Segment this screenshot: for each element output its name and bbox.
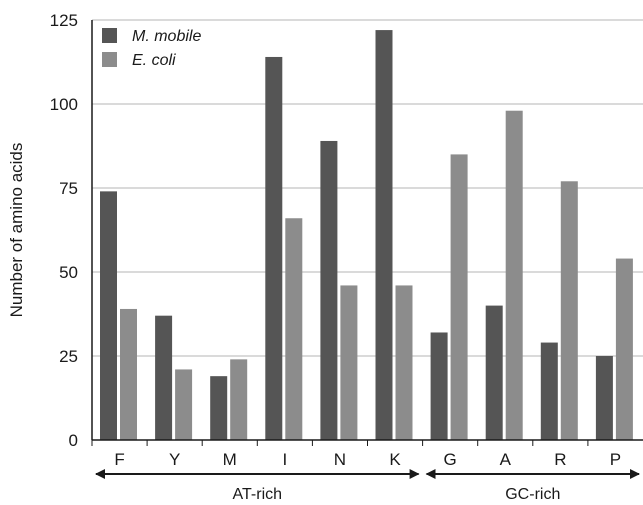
bar-m-mobile-y xyxy=(155,315,173,440)
bar-e-coli-n xyxy=(340,285,358,440)
bar-e-coli-a xyxy=(505,110,523,440)
bar-e-coli-k xyxy=(395,285,413,440)
legend-swatch-m-mobile xyxy=(102,28,117,43)
y-tick-label: 0 xyxy=(69,431,78,450)
bar-m-mobile-m xyxy=(210,376,228,440)
bar-m-mobile-p xyxy=(595,356,613,440)
legend-swatch-e-coli xyxy=(102,52,117,67)
bar-e-coli-i xyxy=(285,218,303,440)
x-tick-label-f: F xyxy=(114,450,124,469)
grid-lines xyxy=(92,19,643,357)
group-label-at-rich: AT-rich xyxy=(233,486,282,503)
bar-e-coli-r xyxy=(560,181,578,440)
x-tick-label-m: M xyxy=(223,450,237,469)
bar-e-coli-p xyxy=(615,258,633,440)
x-tick-label-i: I xyxy=(282,450,287,469)
bars xyxy=(100,30,633,441)
legend: M. mobile E. coli xyxy=(102,28,201,69)
group-arrows: AT-rich GC-rich xyxy=(95,469,640,503)
bar-m-mobile-r xyxy=(540,342,558,440)
bar-m-mobile-g xyxy=(430,332,448,440)
y-axis-label: Number of amino acids xyxy=(7,143,26,318)
bar-m-mobile-n xyxy=(320,140,338,440)
axes xyxy=(91,20,643,441)
x-tick-label-a: A xyxy=(500,450,512,469)
bar-m-mobile-i xyxy=(265,56,283,441)
x-tick-label-k: K xyxy=(389,450,401,469)
y-tick-label: 75 xyxy=(59,179,78,198)
bar-e-coli-m xyxy=(230,359,248,440)
y-tick-label: 125 xyxy=(50,11,78,30)
y-tick-labels: 0 25 50 75 100 125 xyxy=(50,11,78,450)
bar-m-mobile-f xyxy=(100,191,117,440)
x-tick-label-y: Y xyxy=(169,450,180,469)
bar-e-coli-g xyxy=(450,154,468,440)
y-tick-label: 50 xyxy=(59,263,78,282)
y-tick-label: 100 xyxy=(50,95,78,114)
legend-label-m-mobile: M. mobile xyxy=(132,28,201,45)
x-tick-label-p: P xyxy=(610,450,621,469)
legend-label-e-coli: E. coli xyxy=(132,52,176,69)
x-tick-label-g: G xyxy=(444,450,457,469)
bar-e-coli-f xyxy=(120,308,137,440)
bar-e-coli-y xyxy=(175,369,193,440)
bar-m-mobile-k xyxy=(375,30,393,441)
bar-m-mobile-a xyxy=(485,305,503,440)
x-tick-label-r: R xyxy=(554,450,566,469)
x-tick-label-n: N xyxy=(334,450,346,469)
y-tick-label: 25 xyxy=(59,347,78,366)
group-label-gc-rich: GC-rich xyxy=(505,486,560,503)
